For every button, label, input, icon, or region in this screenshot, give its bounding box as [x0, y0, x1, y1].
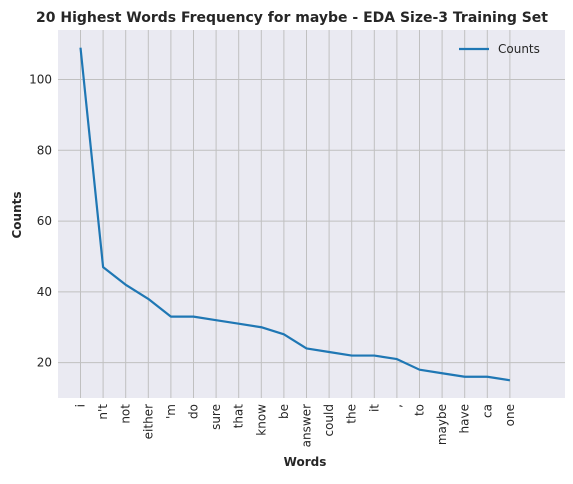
- x-tick-label: the: [345, 404, 359, 424]
- y-tick-label: 40: [37, 285, 52, 299]
- x-tick-label: ,: [390, 404, 404, 408]
- plot-area: [58, 30, 565, 398]
- x-tick-label: ca: [480, 404, 494, 418]
- y-tick-label: 80: [37, 143, 52, 157]
- y-tick-label: 20: [37, 356, 52, 370]
- legend-label-counts: Counts: [498, 42, 540, 56]
- x-axis-label: Words: [284, 455, 327, 469]
- x-tick-label: n't: [96, 404, 110, 420]
- x-tick-label: maybe: [435, 404, 449, 445]
- y-tick-label: 100: [29, 73, 52, 87]
- x-tick-label: not: [119, 404, 133, 424]
- y-tick-label: 60: [37, 214, 52, 228]
- y-tick-labels: 20 40 60 80 100: [29, 73, 52, 370]
- x-tick-label: to: [413, 404, 427, 416]
- x-tick-label: i: [74, 404, 88, 407]
- x-tick-label: answer: [300, 404, 314, 447]
- x-tick-label: have: [458, 404, 472, 433]
- x-tick-label: either: [141, 404, 155, 439]
- y-axis-label: Counts: [10, 191, 24, 238]
- x-tick-label: that: [232, 404, 246, 429]
- chart-title: 20 Highest Words Frequency for maybe - E…: [36, 10, 548, 26]
- x-tick-label: sure: [209, 404, 223, 430]
- x-tick-label: could: [322, 404, 336, 437]
- x-tick-label: do: [187, 404, 201, 419]
- x-tick-label: be: [277, 404, 291, 419]
- x-tick-label: it: [367, 404, 381, 412]
- x-tick-label: one: [503, 404, 517, 426]
- x-tick-label: 'm: [164, 404, 178, 419]
- x-tick-label: know: [254, 404, 268, 436]
